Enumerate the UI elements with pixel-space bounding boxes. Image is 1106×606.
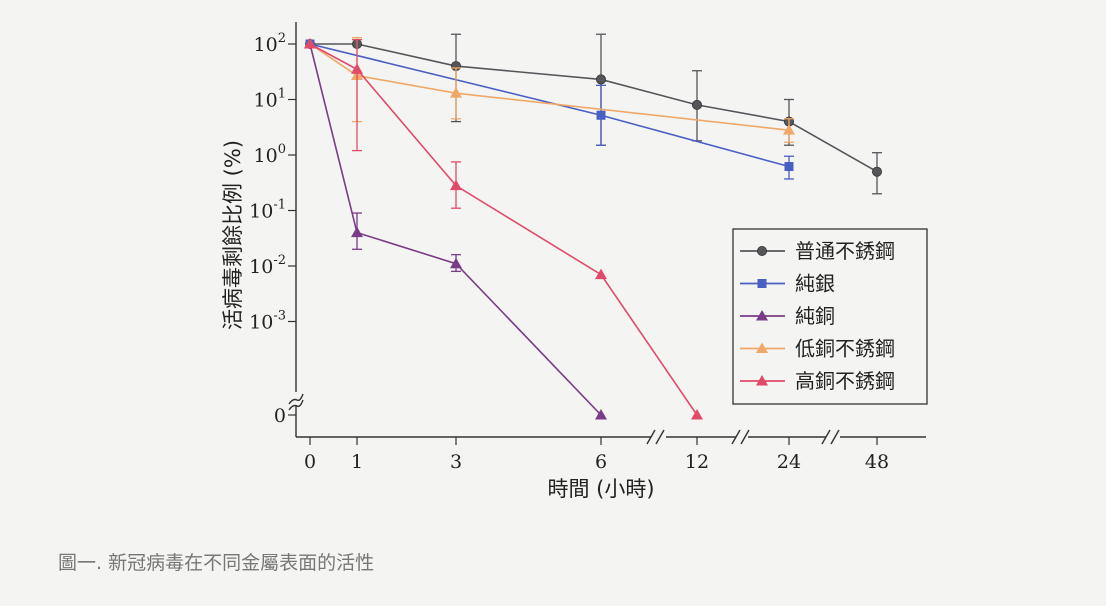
legend-item: 純銀 [740, 272, 835, 296]
y-tick-label: 100 [254, 142, 286, 167]
data-point [450, 257, 462, 269]
data-point [757, 279, 767, 288]
series-5 [304, 38, 703, 420]
y-tick-base: 10 [254, 90, 278, 112]
data-point [756, 310, 768, 321]
legend-item: 高銅不銹鋼 [740, 369, 895, 393]
x-axis-title: 時間 (小時) [547, 477, 654, 501]
data-point [784, 162, 794, 172]
series-line [309, 43, 698, 416]
y-axis-title: 活病毒剩餘比例 (%) [221, 140, 245, 330]
series-line [309, 43, 790, 168]
y-tick-label: 102 [254, 31, 286, 56]
y-tick-label: 10-3 [249, 309, 286, 334]
y-tick-exponent: 2 [278, 31, 286, 46]
y-tick-exponent: 0 [278, 142, 286, 157]
legend-label: 純銀 [795, 272, 835, 296]
data-point [691, 409, 703, 420]
legend-item: 普通不銹鋼 [740, 239, 895, 263]
x-tick-label: 1 [351, 451, 363, 473]
legend-label: 高銅不銹鋼 [795, 369, 895, 393]
legend-item: 低銅不銹鋼 [740, 337, 895, 361]
y-tick-label: 10-1 [249, 198, 286, 223]
y-tick-base: 10 [249, 312, 273, 334]
y-tick-exponent: -2 [273, 253, 286, 268]
data-point [595, 409, 607, 420]
y-tick-exponent: -1 [273, 198, 286, 213]
x-tick-label: 6 [595, 451, 607, 473]
series-4 [304, 37, 795, 143]
x-tick-label: 3 [450, 451, 462, 473]
series-line [309, 43, 602, 416]
legend-label: 低銅不銹鋼 [795, 337, 895, 361]
figure-caption: 圖一. 新冠病毒在不同金屬表面的活性 [58, 552, 375, 574]
data-point [450, 179, 462, 191]
legend-label: 純銅 [795, 304, 835, 328]
data-point [351, 226, 363, 238]
x-tick-label: 48 [865, 451, 889, 473]
y-tick-exponent: -3 [273, 309, 286, 324]
data-point [872, 166, 883, 177]
x-tick-label: 24 [777, 451, 801, 473]
series-line [309, 43, 790, 131]
x-axis-break [731, 429, 750, 445]
data-point [450, 87, 462, 98]
y-tick-label: 101 [254, 87, 286, 112]
y-tick-label: 0 [274, 405, 286, 427]
data-point [304, 38, 316, 49]
data-point [351, 63, 363, 74]
y-tick-base: 10 [254, 145, 278, 167]
y-tick-exponent: 1 [278, 87, 286, 102]
y-tick-base: 10 [249, 256, 273, 278]
data-point [596, 110, 606, 120]
x-tick-label: 12 [685, 451, 709, 473]
x-tick-label: 0 [304, 451, 316, 473]
y-tick-base: 10 [254, 34, 278, 56]
legend-label: 普通不銹鋼 [795, 239, 895, 263]
x-axis-break [821, 429, 840, 445]
data-point [596, 74, 607, 85]
y-tick-label: 10-2 [249, 253, 286, 278]
y-axis-break [288, 393, 304, 411]
data-point [595, 268, 607, 280]
data-point [756, 375, 768, 386]
data-point [756, 342, 768, 353]
data-point [692, 99, 703, 110]
legend-item: 純銅 [740, 304, 835, 328]
y-tick-base: 10 [249, 201, 273, 223]
x-axis-break [646, 429, 665, 445]
data-point [783, 124, 795, 135]
data-point [757, 245, 768, 256]
